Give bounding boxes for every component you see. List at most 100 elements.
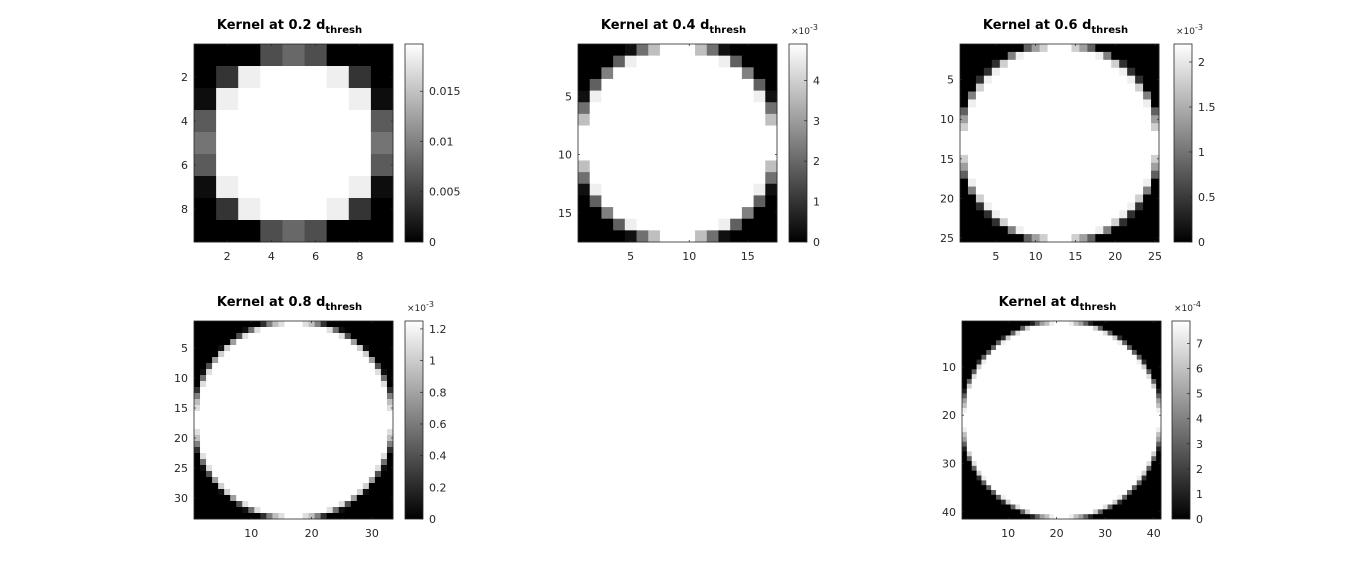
heatmap-cell — [718, 55, 731, 68]
heatmap-cell — [976, 374, 982, 380]
heatmap-cell — [975, 131, 985, 140]
heatmap-cell — [1111, 178, 1120, 187]
heatmap-cell — [224, 321, 231, 328]
heatmap-cell — [326, 429, 334, 436]
heatmap-cell — [1029, 490, 1036, 496]
heatmap-cell — [1010, 461, 1016, 467]
heatmap-cell — [1068, 354, 1075, 361]
heatmap-cell — [1071, 234, 1080, 243]
heatmap-cell — [282, 44, 305, 67]
heatmap-cell — [338, 345, 346, 352]
heatmap-cell — [206, 513, 213, 520]
heatmap-cell — [1119, 146, 1128, 156]
heatmap-cell — [999, 91, 1009, 100]
heatmap-cell — [983, 83, 993, 92]
heatmap-cell — [1039, 374, 1045, 380]
heatmap-cell — [284, 393, 291, 400]
heatmap-cell — [741, 207, 754, 220]
heatmap-cell — [1083, 494, 1089, 501]
heatmap-cell — [1010, 475, 1016, 481]
heatmap-cell — [1020, 369, 1026, 375]
heatmap-cell — [960, 67, 969, 77]
heatmap-cell — [314, 381, 322, 388]
heatmap-cell — [1010, 417, 1016, 423]
heatmap-cell — [991, 504, 997, 510]
heatmap-cell — [966, 330, 973, 336]
heatmap-cell — [960, 115, 969, 124]
heatmap-cell — [224, 435, 231, 442]
heatmap-cell — [1034, 427, 1041, 433]
heatmap-cell — [194, 375, 201, 382]
heatmap-cell — [356, 477, 364, 484]
heatmap-cell — [976, 509, 982, 515]
heatmap-cell — [200, 441, 207, 448]
heatmap-cell — [1020, 475, 1026, 481]
heatmap-cell — [1068, 485, 1075, 491]
heatmap-cell — [1097, 345, 1104, 351]
heatmap-cell — [1127, 330, 1133, 336]
heatmap-cell — [683, 78, 696, 91]
heatmap-cell — [194, 333, 201, 340]
heatmap-cell — [1078, 441, 1084, 447]
heatmap-cell — [1044, 451, 1050, 457]
heatmap-cell — [730, 172, 743, 185]
heatmap-cell — [975, 107, 985, 116]
heatmap-cell — [999, 51, 1009, 61]
heatmap-cell — [1068, 441, 1075, 447]
heatmap-cell — [248, 327, 255, 334]
heatmap-cell — [230, 501, 237, 508]
heatmap-cell — [991, 509, 997, 515]
heatmap-cell — [683, 102, 696, 115]
heatmap-cell — [272, 453, 279, 460]
heatmap-cell — [1044, 417, 1050, 423]
heatmap-cell — [308, 327, 316, 334]
heatmap-cell — [1095, 131, 1104, 140]
heatmap-cell — [236, 399, 243, 406]
heatmap-cell — [314, 435, 322, 442]
heatmap-cell — [216, 132, 239, 155]
heatmap-cell — [1059, 345, 1065, 351]
heatmap-cell — [1025, 461, 1031, 467]
heatmap-cell — [960, 131, 969, 140]
heatmap-cell — [981, 480, 987, 486]
heatmap-cell — [1141, 374, 1147, 380]
heatmap-cell — [1078, 490, 1084, 496]
heatmap-cell — [1020, 407, 1026, 414]
heatmap-cell — [636, 55, 649, 68]
heatmap-cell — [1068, 461, 1075, 467]
heatmap-cell — [1093, 345, 1099, 351]
heatmap-cell — [350, 369, 358, 376]
heatmap-cell — [216, 198, 239, 221]
heatmap-cell — [578, 67, 591, 80]
heatmap-cell — [1000, 330, 1007, 336]
heatmap-cell — [194, 345, 201, 352]
heatmap-cell — [380, 327, 388, 334]
heatmap-cell — [1031, 83, 1040, 92]
heatmap-cell — [1007, 75, 1017, 84]
heatmap-cell — [991, 202, 1001, 211]
heatmap-cell — [236, 423, 243, 430]
heatmap-cell — [730, 67, 743, 80]
heatmap-cell — [1131, 398, 1138, 404]
heatmap-cell — [236, 477, 243, 484]
heatmap-cell — [991, 354, 997, 361]
heatmap-cell — [230, 393, 237, 400]
heatmap-cell — [238, 176, 261, 199]
heatmap-cell — [206, 405, 213, 412]
heatmap-cell — [1097, 349, 1104, 356]
heatmap-cell — [314, 441, 322, 448]
heatmap-cell — [320, 393, 328, 400]
heatmap-cell — [370, 44, 394, 67]
heatmap-cell — [1119, 154, 1128, 164]
heatmap-cell — [1117, 451, 1123, 457]
heatmap-cell — [1146, 340, 1152, 346]
heatmap-cell — [966, 364, 973, 370]
heatmap-cell — [362, 321, 370, 328]
heatmap-cell — [1102, 417, 1109, 423]
heatmap-cell — [1141, 436, 1147, 443]
heatmap-cell — [1007, 146, 1017, 156]
heatmap-cell — [1151, 75, 1160, 84]
heatmap-cell — [730, 218, 743, 231]
heatmap-cell — [995, 436, 1002, 443]
heatmap-cell — [308, 423, 316, 430]
